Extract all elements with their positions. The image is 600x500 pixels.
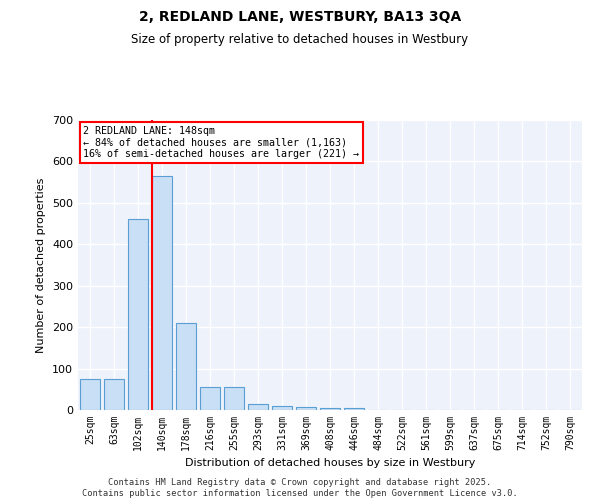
- Y-axis label: Number of detached properties: Number of detached properties: [37, 178, 46, 352]
- Bar: [176, 323, 196, 410]
- Text: Contains HM Land Registry data © Crown copyright and database right 2025.
Contai: Contains HM Land Registry data © Crown c…: [82, 478, 518, 498]
- X-axis label: Distribution of detached houses by size in Westbury: Distribution of detached houses by size …: [185, 458, 475, 468]
- Bar: [248, 404, 268, 410]
- Bar: [272, 406, 292, 410]
- Text: Size of property relative to detached houses in Westbury: Size of property relative to detached ho…: [131, 32, 469, 46]
- Text: 2 REDLAND LANE: 148sqm
← 84% of detached houses are smaller (1,163)
16% of semi-: 2 REDLAND LANE: 148sqm ← 84% of detached…: [83, 126, 359, 159]
- Bar: [200, 387, 220, 410]
- Bar: [152, 176, 172, 410]
- Bar: [104, 379, 124, 410]
- Text: 2, REDLAND LANE, WESTBURY, BA13 3QA: 2, REDLAND LANE, WESTBURY, BA13 3QA: [139, 10, 461, 24]
- Bar: [224, 387, 244, 410]
- Bar: [80, 379, 100, 410]
- Bar: [320, 408, 340, 410]
- Bar: [296, 406, 316, 410]
- Bar: [128, 220, 148, 410]
- Bar: [344, 408, 364, 410]
